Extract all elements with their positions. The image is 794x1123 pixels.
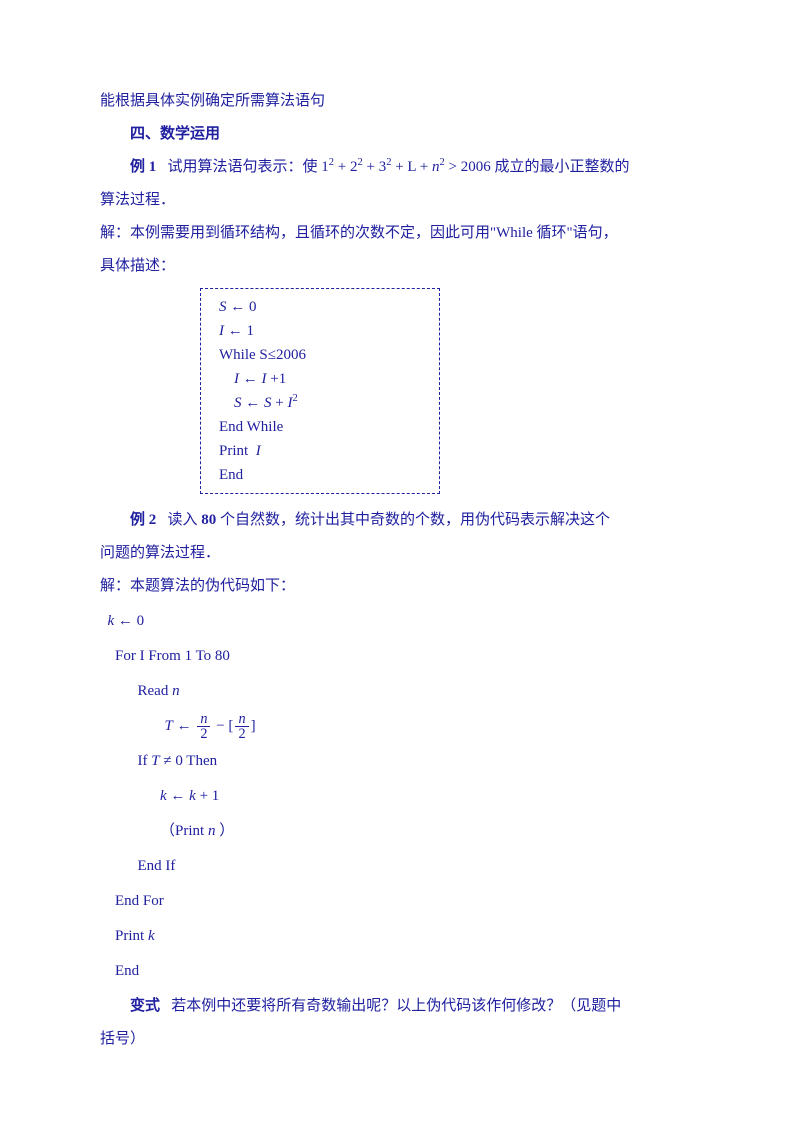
pc-var: T <box>165 718 173 734</box>
pc-var: k <box>189 788 196 804</box>
pc-txt: ） <box>215 823 234 839</box>
fraction: n2 <box>235 712 248 742</box>
cb-line: While S≤2006 <box>219 343 429 367</box>
variant: 变式 若本例中还要将所有奇数输出呢？以上伪代码该作何修改？（见题中 <box>100 990 694 1023</box>
sol1-prefix: 解： <box>100 225 130 241</box>
variant-label: 变式 <box>130 998 160 1014</box>
pc-txt: ≠ 0 Then <box>160 753 218 769</box>
sol1-text: 本例需要用到循环结构，且循环的次数不定，因此可用"While 循环"语句， <box>130 225 618 241</box>
ex2-80: 80 <box>201 512 216 528</box>
ex2-label: 例 2 <box>130 512 156 528</box>
cb-line: S ← S + I2 <box>219 391 429 415</box>
variant-text2: 括号） <box>100 1023 694 1056</box>
cb-line: I ← 1 <box>219 319 429 343</box>
solution-2: 解：本题算法的伪代码如下： <box>100 570 694 603</box>
pc-line: k ← k + 1 <box>100 780 694 813</box>
intro-line: 能根据具体实例确定所需算法语句 <box>100 85 694 118</box>
ex2-text-b: 个自然数，统计出其中奇数的个数，用伪代码表示解决这个 <box>216 512 610 528</box>
pc-txt: ] <box>251 718 256 734</box>
pc-txt: Print <box>115 928 148 944</box>
pc-line: Print k <box>100 920 694 953</box>
pc-var: k <box>160 788 167 804</box>
cb-line: Print I <box>219 439 429 463</box>
pc-txt: − [ <box>212 718 233 734</box>
cb-line: I ← I +1 <box>219 367 429 391</box>
pc-var: n <box>172 683 180 699</box>
pc-txt: If <box>138 753 152 769</box>
ex1-text-a: 试用算法语句表示：使 <box>168 159 318 175</box>
example-2: 例 2 读入 80 个自然数，统计出其中奇数的个数，用伪代码表示解决这个 <box>100 504 694 537</box>
section-title-text: 四、数学运用 <box>130 126 220 142</box>
ex1-text-c: 算法过程． <box>100 184 694 217</box>
pc-txt: Read <box>138 683 173 699</box>
section-title: 四、数学运用 <box>100 118 694 151</box>
pc-txt: （Print <box>160 823 208 839</box>
pc-line: T ← n2 − [n2] <box>100 710 694 743</box>
variant-text: 若本例中还要将所有奇数输出呢？以上伪代码该作何修改？（见题中 <box>171 998 621 1014</box>
cb-line: End <box>219 463 429 487</box>
pc-line: End <box>100 955 694 988</box>
fraction: n2 <box>197 712 210 742</box>
pc-line: （Print n ） <box>100 815 694 848</box>
pseudocode-box-1: S ← 0 I ← 1 While S≤2006 I ← I +1 S ← S … <box>200 288 440 494</box>
example-1: 例 1 试用算法语句表示：使 12 + 22 + 32 + L + n2 > 2… <box>100 151 694 184</box>
ex1-text-b: 成立的最小正整数的 <box>494 159 629 175</box>
ex1-label: 例 1 <box>130 159 156 175</box>
pc-line: k ← 0 <box>100 605 694 638</box>
pc-line: For I From 1 To 80 <box>100 640 694 673</box>
ex2-text-a: 读入 <box>168 512 202 528</box>
pc-line: Read n <box>100 675 694 708</box>
pc-txt: ← <box>173 718 196 734</box>
pc-var: k <box>148 928 155 944</box>
pc-var: T <box>151 753 159 769</box>
ex1-formula: 12 + 22 + 32 + L + n2 > 2006 <box>321 159 490 175</box>
solution-1: 解：本例需要用到循环结构，且循环的次数不定，因此可用"While 循环"语句， <box>100 217 694 250</box>
pc-txt: ← 0 <box>114 613 144 629</box>
sol1-text2: 具体描述： <box>100 250 694 283</box>
pc-line: End If <box>100 850 694 883</box>
pc-txt: ← <box>167 788 190 804</box>
pc-line: End For <box>100 885 694 918</box>
cb-line: S ← 0 <box>219 295 429 319</box>
pc-line: If T ≠ 0 Then <box>100 745 694 778</box>
pc-txt: + 1 <box>196 788 219 804</box>
ex2-text-c: 问题的算法过程． <box>100 537 694 570</box>
cb-line: End While <box>219 415 429 439</box>
